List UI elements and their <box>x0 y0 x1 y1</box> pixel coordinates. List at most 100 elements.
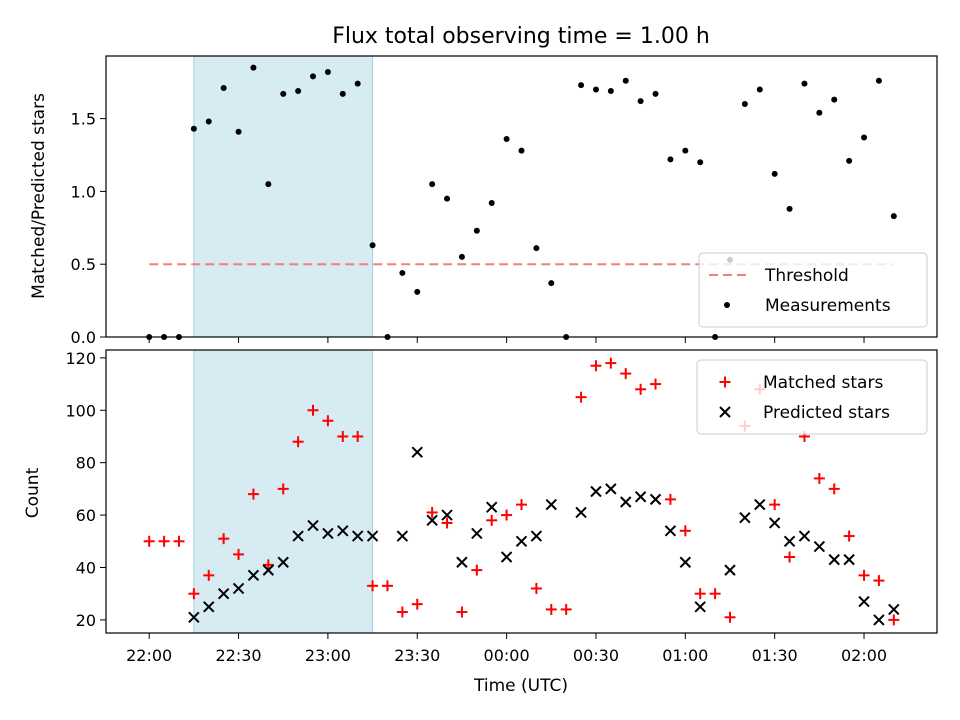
x-tick-label: 00:30 <box>573 646 619 665</box>
x-tick-label: 01:30 <box>752 646 798 665</box>
predicted-star-d2 <box>500 551 513 563</box>
top-shaded-region <box>193 55 374 338</box>
matched-star-point <box>456 606 468 618</box>
measurement-point <box>518 147 525 154</box>
matched-star-point <box>560 603 572 615</box>
matched-star-point <box>173 535 185 547</box>
predicted-star-d2 <box>426 514 438 527</box>
predicted-star-d2 <box>575 506 587 519</box>
matched-star-point <box>188 588 200 600</box>
predicted-star-point <box>575 506 587 519</box>
top-y-tick-label: 1.5 <box>71 110 96 129</box>
matched-star-point <box>545 603 557 615</box>
matched-star-point <box>277 483 289 495</box>
predicted-star-point <box>292 530 304 542</box>
x-tick-label: 22:30 <box>215 646 261 665</box>
matched-star-point <box>575 391 587 403</box>
predicted-star-point <box>605 483 617 495</box>
legend-measurement-swatch <box>724 302 730 308</box>
predicted-star-d2 <box>292 530 304 542</box>
matched-star-point <box>635 383 647 395</box>
matched-star-point <box>337 430 349 442</box>
legend-label: Measurements <box>765 296 891 316</box>
measurement-point <box>473 227 480 234</box>
predicted-star-d2 <box>486 501 498 513</box>
x-tick-label: 23:00 <box>305 646 351 665</box>
top-y-axis-label: Matched/Predicted stars <box>29 93 49 299</box>
predicted-star-point <box>486 501 498 513</box>
matched-star-point <box>873 575 885 587</box>
predicted-star-point <box>649 493 662 506</box>
predicted-star-d2 <box>634 491 647 503</box>
predicted-star-d2 <box>620 496 632 508</box>
predicted-star-point <box>247 569 260 582</box>
matched-star-point <box>247 488 259 500</box>
measurement-point <box>533 245 540 252</box>
measurement-point <box>205 118 212 125</box>
predicted-star-point <box>426 514 438 527</box>
predicted-star-point <box>545 498 557 511</box>
predicted-star-point <box>441 509 453 521</box>
predicted-star-point <box>530 530 543 542</box>
measurement-point <box>324 69 331 76</box>
predicted-star-d2 <box>798 530 811 542</box>
matched-star-point <box>143 535 155 547</box>
matched-star-point <box>679 525 691 537</box>
measurement-point <box>458 253 465 260</box>
bottom-y-tick-label: 80 <box>76 454 96 473</box>
matched-star-point <box>709 588 721 600</box>
predicted-star-d2 <box>456 556 468 568</box>
matched-star-point <box>784 551 796 563</box>
legend-label: Threshold <box>764 266 849 286</box>
matched-star-point <box>828 483 840 495</box>
measurement-point <box>444 195 451 202</box>
matched-star-point <box>769 499 781 511</box>
measurement-point <box>280 90 287 97</box>
legend-label: Matched stars <box>763 373 883 393</box>
measurement-point <box>667 156 674 163</box>
measurement-point <box>875 77 882 84</box>
measurement-point <box>548 280 555 287</box>
x-tick-label: 02:00 <box>841 646 887 665</box>
predicted-star-point <box>620 496 632 508</box>
matched-star-point <box>664 493 676 505</box>
matched-star-point <box>352 430 364 442</box>
predicted-star-d2 <box>351 530 364 542</box>
measurement-point <box>190 125 197 132</box>
matched-star-point <box>516 499 527 511</box>
matched-star-point <box>858 569 870 581</box>
measurement-point <box>890 213 897 220</box>
measurement-point <box>414 288 421 295</box>
matched-star-point <box>441 517 453 529</box>
measurement-point <box>741 101 748 108</box>
matched-star-point <box>322 415 334 427</box>
measurement-point <box>578 82 585 89</box>
predicted-star-d2 <box>203 601 215 613</box>
predicted-star-d2 <box>411 446 423 458</box>
measurement-point <box>607 87 614 94</box>
matched-star-point <box>813 472 825 484</box>
measurement-point <box>310 73 317 80</box>
bottom-y-tick-label: 20 <box>76 611 96 630</box>
matched-star-point <box>292 436 304 448</box>
matched-star-point <box>530 582 542 594</box>
matched-star-point <box>501 509 513 521</box>
predicted-star-d2 <box>664 525 677 537</box>
measurement-point <box>265 181 272 188</box>
predicted-star-point <box>724 564 736 576</box>
measurement-point <box>399 269 406 276</box>
measurement-point <box>622 77 629 84</box>
predicted-star-point <box>843 553 855 566</box>
predicted-star-d2 <box>515 535 528 547</box>
predicted-star-d2 <box>679 556 692 568</box>
predicted-star-d2 <box>754 498 766 511</box>
matched-star-point <box>381 580 393 592</box>
top-y-tick-label: 1.0 <box>71 182 96 201</box>
bottom-y-tick-label: 100 <box>65 401 96 420</box>
predicted-star-d2 <box>307 519 319 532</box>
matched-star-point <box>367 580 379 592</box>
predicted-star-d2 <box>694 601 706 613</box>
bottom-legend-box <box>696 359 928 435</box>
predicted-star-point <box>664 525 677 537</box>
matched-star-point <box>396 606 408 618</box>
